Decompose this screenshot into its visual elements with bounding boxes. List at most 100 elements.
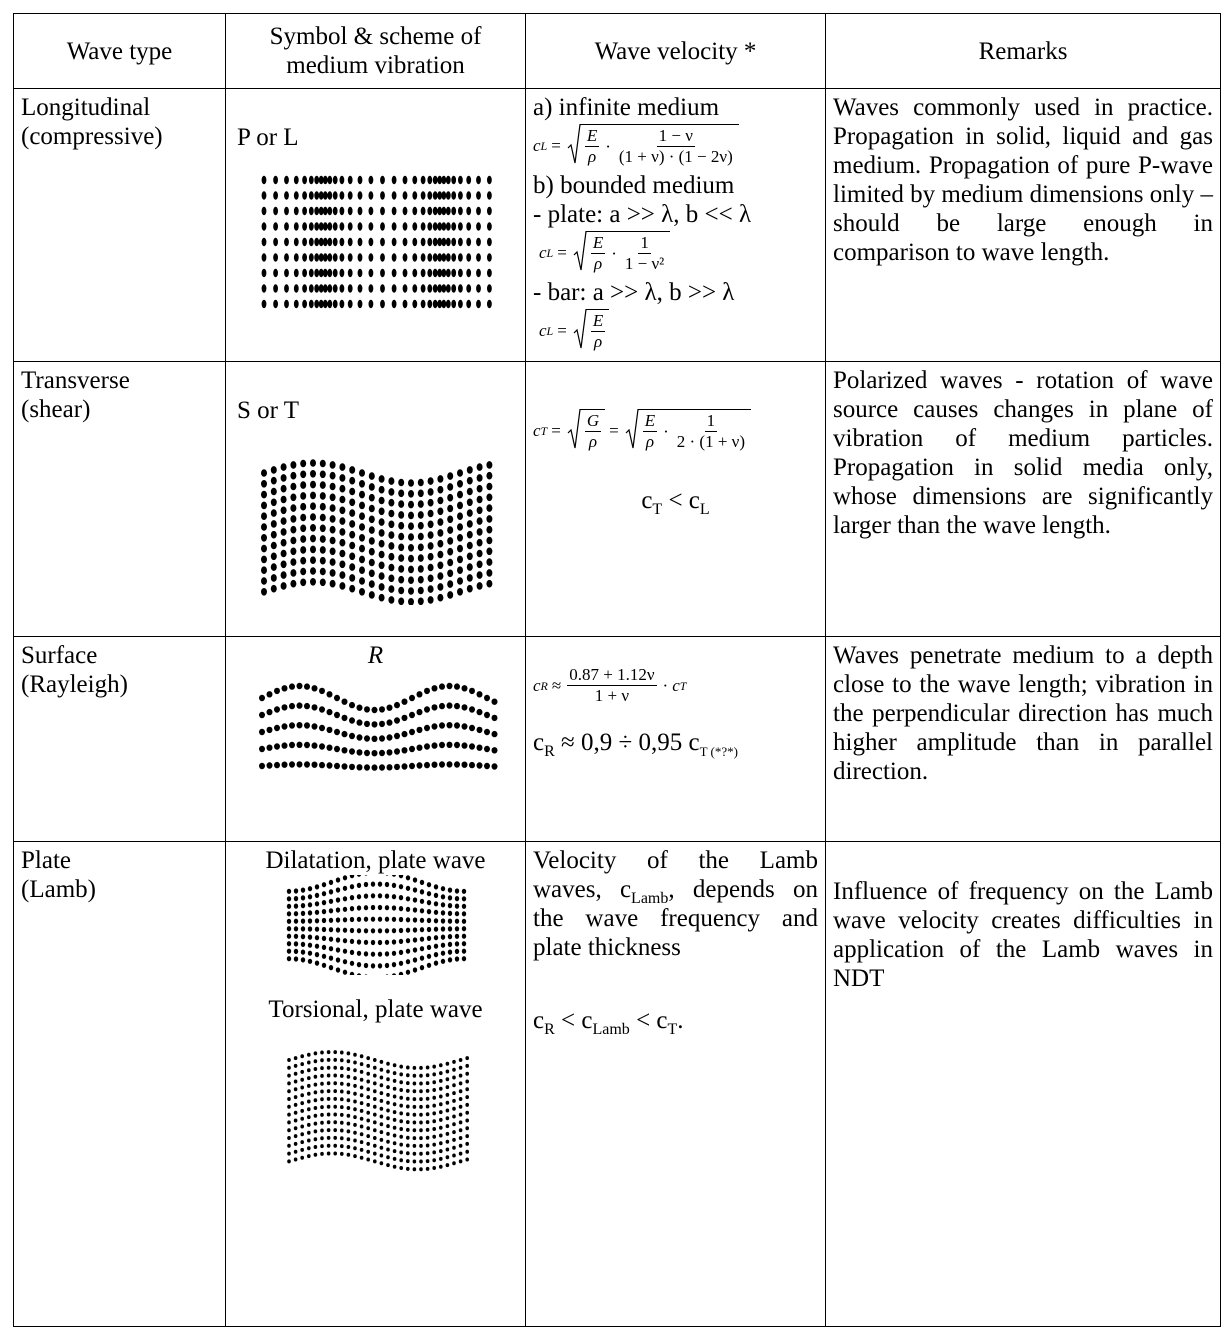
particle bbox=[319, 724, 325, 732]
particle bbox=[425, 1104, 430, 1109]
particle bbox=[386, 1147, 390, 1152]
particle bbox=[427, 206, 433, 216]
particle bbox=[437, 237, 443, 247]
particle bbox=[290, 493, 297, 502]
particle bbox=[353, 1076, 357, 1081]
particle bbox=[368, 268, 374, 278]
particle bbox=[307, 1099, 311, 1104]
particle bbox=[388, 552, 395, 561]
particle bbox=[424, 761, 430, 769]
particle bbox=[408, 587, 414, 595]
wave-type: Transverse bbox=[21, 367, 130, 394]
particle bbox=[461, 933, 467, 939]
particle bbox=[466, 541, 473, 550]
particle bbox=[458, 284, 463, 293]
particle bbox=[476, 506, 483, 515]
particle bbox=[379, 1098, 384, 1103]
particle bbox=[261, 512, 267, 520]
particle bbox=[319, 761, 325, 769]
particle bbox=[368, 222, 374, 231]
particle bbox=[476, 253, 481, 262]
particle bbox=[307, 1052, 311, 1057]
particle bbox=[399, 1095, 403, 1100]
particle bbox=[333, 1081, 337, 1086]
particle bbox=[447, 903, 453, 909]
particle bbox=[339, 253, 345, 262]
particle bbox=[427, 520, 434, 529]
particle bbox=[447, 526, 454, 534]
particle bbox=[349, 498, 356, 507]
wave-symbol: Dilatation, plate wave bbox=[265, 847, 486, 874]
radical-sign bbox=[625, 409, 639, 449]
particle bbox=[432, 1072, 436, 1077]
particle bbox=[380, 268, 385, 278]
wave-type-cell: Transverse (shear) bbox=[13, 361, 226, 637]
radical-stroke bbox=[568, 125, 581, 164]
particle bbox=[359, 555, 365, 564]
particle bbox=[349, 906, 355, 912]
particle bbox=[432, 175, 438, 185]
particle bbox=[359, 534, 365, 542]
table-row: Plate (Lamb) Dilatation, plate wave Torsion… bbox=[13, 841, 1221, 1327]
particle bbox=[366, 1102, 370, 1107]
particle bbox=[356, 719, 363, 726]
particle bbox=[447, 483, 454, 491]
particle bbox=[384, 881, 390, 888]
particle bbox=[334, 694, 340, 702]
denominator: ρ bbox=[587, 147, 597, 166]
particle bbox=[439, 1094, 443, 1099]
particle bbox=[412, 1089, 417, 1094]
particle bbox=[417, 489, 424, 498]
particle bbox=[440, 942, 446, 948]
particle bbox=[346, 1090, 351, 1095]
particle bbox=[391, 237, 397, 247]
particle bbox=[398, 532, 405, 541]
particle bbox=[373, 1073, 377, 1078]
particle bbox=[441, 253, 447, 262]
particle bbox=[398, 949, 404, 955]
particle bbox=[368, 504, 375, 513]
particle bbox=[417, 575, 424, 584]
numerator: 0.87 + 1.12ν bbox=[567, 665, 657, 686]
particle bbox=[419, 1065, 423, 1070]
particle bbox=[342, 938, 348, 944]
particle bbox=[433, 884, 439, 890]
particle bbox=[259, 694, 265, 702]
particle bbox=[384, 928, 390, 934]
particle bbox=[307, 894, 313, 900]
velocity-text: - bar: a >> λ, b >> λ bbox=[533, 279, 735, 306]
particle bbox=[406, 1073, 410, 1078]
variable: c bbox=[539, 320, 547, 340]
particle bbox=[405, 969, 411, 975]
particle bbox=[293, 253, 299, 262]
particle bbox=[461, 896, 467, 902]
particle bbox=[339, 474, 346, 482]
particle bbox=[417, 597, 424, 605]
numerator: E bbox=[642, 411, 658, 432]
particle bbox=[266, 762, 273, 769]
particle bbox=[476, 708, 483, 716]
particle bbox=[289, 761, 295, 768]
particle bbox=[451, 237, 457, 247]
vibration-scheme bbox=[287, 1050, 469, 1172]
particle bbox=[314, 284, 320, 293]
particle bbox=[326, 1065, 331, 1070]
particle bbox=[261, 523, 267, 531]
particle bbox=[274, 706, 280, 713]
particle bbox=[465, 1095, 469, 1100]
particle bbox=[431, 685, 438, 692]
particle bbox=[322, 284, 328, 293]
particle bbox=[313, 1137, 318, 1142]
particle bbox=[347, 299, 353, 309]
particle bbox=[398, 884, 404, 890]
particle bbox=[347, 268, 353, 278]
particle bbox=[335, 927, 341, 933]
particle bbox=[405, 938, 411, 944]
particle bbox=[310, 513, 316, 521]
particle bbox=[293, 268, 299, 278]
particle bbox=[333, 1089, 337, 1094]
particle bbox=[447, 934, 453, 940]
